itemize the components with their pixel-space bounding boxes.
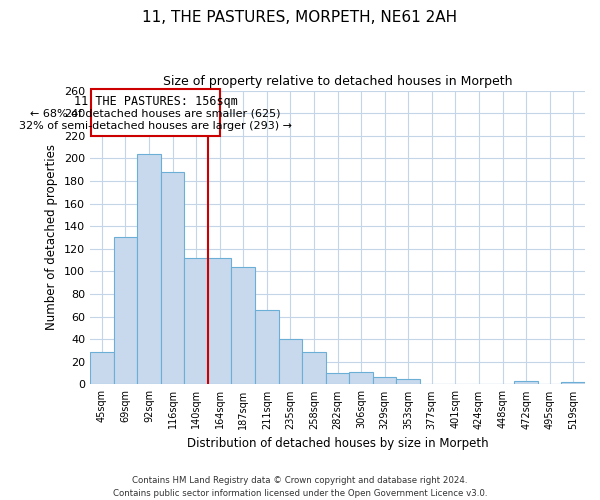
Bar	[184, 258, 208, 384]
Text: ← 68% of detached houses are smaller (625): ← 68% of detached houses are smaller (62…	[30, 108, 281, 118]
Bar	[161, 172, 184, 384]
Bar	[373, 376, 397, 384]
FancyBboxPatch shape	[91, 90, 220, 136]
Text: 11 THE PASTURES: 156sqm: 11 THE PASTURES: 156sqm	[74, 95, 238, 108]
Bar	[90, 352, 113, 384]
Text: 11, THE PASTURES, MORPETH, NE61 2AH: 11, THE PASTURES, MORPETH, NE61 2AH	[142, 10, 458, 25]
Bar	[208, 258, 232, 384]
Bar	[113, 238, 137, 384]
Text: Contains HM Land Registry data © Crown copyright and database right 2024.
Contai: Contains HM Land Registry data © Crown c…	[113, 476, 487, 498]
Bar	[326, 373, 349, 384]
Bar	[397, 379, 420, 384]
Text: 32% of semi-detached houses are larger (293) →: 32% of semi-detached houses are larger (…	[19, 121, 292, 131]
Bar	[562, 382, 585, 384]
Bar	[137, 154, 161, 384]
Bar	[278, 339, 302, 384]
Bar	[514, 381, 538, 384]
X-axis label: Distribution of detached houses by size in Morpeth: Distribution of detached houses by size …	[187, 437, 488, 450]
Bar	[302, 352, 326, 384]
Title: Size of property relative to detached houses in Morpeth: Size of property relative to detached ho…	[163, 75, 512, 88]
Bar	[349, 372, 373, 384]
Bar	[255, 310, 278, 384]
Y-axis label: Number of detached properties: Number of detached properties	[46, 144, 58, 330]
Bar	[232, 267, 255, 384]
